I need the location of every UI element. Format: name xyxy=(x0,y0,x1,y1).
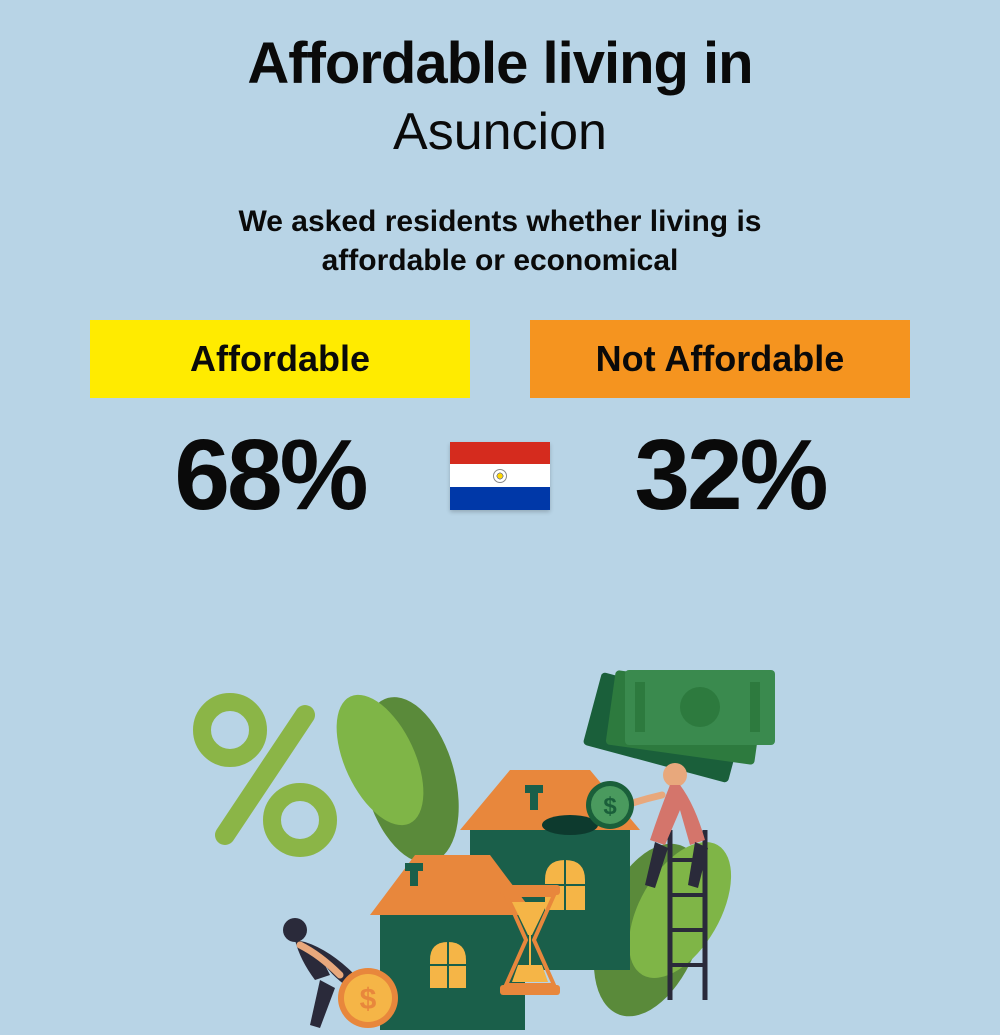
percent-symbol-icon xyxy=(202,702,328,848)
not-affordable-percentage: 32% xyxy=(580,418,880,533)
not-affordable-label: Not Affordable xyxy=(530,320,910,398)
flag-emblem-icon xyxy=(493,469,507,483)
subtitle-line2: affordable or economical xyxy=(322,244,679,277)
category-labels-row: Affordable Not Affordable xyxy=(0,320,1000,398)
coin-insert-icon: $ xyxy=(586,781,634,829)
housing-money-illustration: $ $ xyxy=(150,630,850,1030)
percentages-row: 68% 32% xyxy=(0,418,1000,533)
affordable-percentage: 68% xyxy=(120,418,420,533)
title-city: Asuncion xyxy=(0,102,1000,162)
subtitle-line1: We asked residents whether living is xyxy=(239,205,762,238)
header-section: Affordable living in Asuncion We asked r… xyxy=(0,0,1000,280)
svg-text:$: $ xyxy=(603,793,617,820)
rolling-coin-icon: $ xyxy=(338,968,398,1028)
flag-stripe-red xyxy=(450,442,550,465)
subtitle: We asked residents whether living is aff… xyxy=(0,202,1000,280)
affordable-label: Affordable xyxy=(90,320,470,398)
title-bold: Affordable living in xyxy=(0,30,1000,97)
flag-stripe-blue xyxy=(450,487,550,510)
paraguay-flag-icon xyxy=(450,442,550,510)
flag-stripe-white xyxy=(450,464,550,487)
coin-slot-icon xyxy=(542,815,598,835)
